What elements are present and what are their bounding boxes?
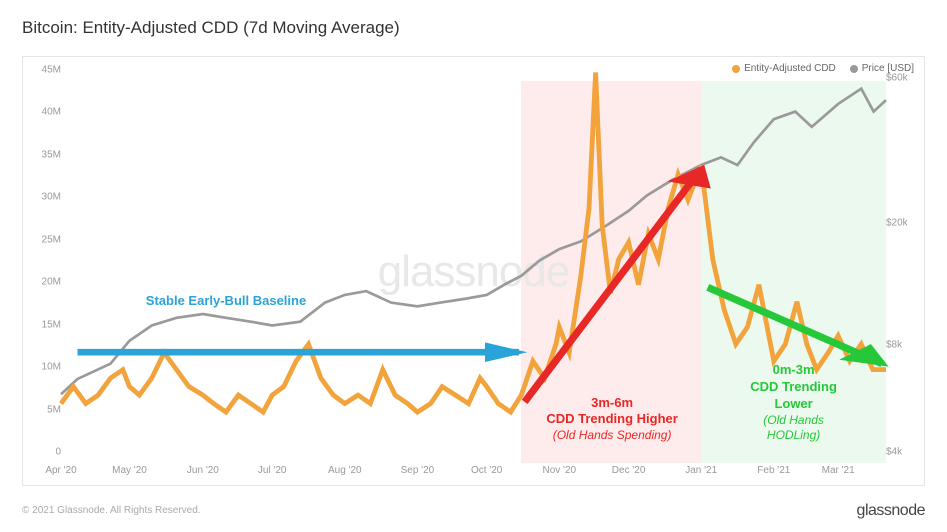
x-tick: Jun '20 [187,465,219,476]
y-left-tick: 15M [25,319,61,330]
y-left-tick: 30M [25,192,61,203]
x-tick: Aug '20 [328,465,362,476]
y-left-axis: 05M10M15M20M25M30M35M40M45M [25,81,61,463]
x-axis: Apr '20May '20Jun '20Jul '20Aug '20Sep '… [61,465,886,481]
x-tick: Feb '21 [757,465,790,476]
price-line [61,89,886,395]
lower-label: 0m-3mCDD Trending Lower(Old Hands HODLin… [747,362,839,444]
y-right-axis: $4k$8k$20k$60k [886,81,922,463]
y-left-tick: 35M [25,149,61,160]
plot-area: glassnode Stable Early-Bull Baseline3m-6… [61,81,886,463]
legend-dot-cdd [732,65,740,73]
legend-item-cdd: Entity-Adjusted CDD [732,63,836,74]
legend-dot-price [850,65,858,73]
chart-title: Bitcoin: Entity-Adjusted CDD (7d Moving … [22,18,400,38]
y-left-tick: 20M [25,277,61,288]
y-right-tick: $4k [886,447,922,458]
x-tick: Jan '21 [685,465,717,476]
y-left-tick: 0 [25,447,61,458]
y-right-tick: $20k [886,217,922,228]
y-right-tick: $8k [886,340,922,351]
x-tick: May '20 [112,465,147,476]
brand-logo: glassnode [857,502,925,520]
y-left-tick: 45M [25,65,61,76]
x-tick: Nov '20 [543,465,577,476]
trending-lower-arrow [708,287,882,363]
x-tick: Sep '20 [401,465,435,476]
y-left-tick: 25M [25,234,61,245]
chart-container: Entity-Adjusted CDD Price [USD] 05M10M15… [22,56,925,486]
copyright: © 2021 Glassnode. All Rights Reserved. [22,505,201,516]
y-right-tick: $60k [886,72,922,83]
x-tick: Jul '20 [258,465,287,476]
y-left-tick: 10M [25,362,61,373]
baseline-label: Stable Early-Bull Baseline [146,293,306,310]
y-left-tick: 5M [25,404,61,415]
y-left-tick: 40M [25,107,61,118]
x-tick: Oct '20 [471,465,502,476]
x-tick: Apr '20 [45,465,76,476]
legend-label-cdd: Entity-Adjusted CDD [744,63,836,74]
higher-label: 3m-6mCDD Trending Higher(Old Hands Spend… [546,395,677,444]
x-tick: Mar '21 [822,465,855,476]
trending-higher-arrow [525,169,702,402]
x-tick: Dec '20 [612,465,646,476]
